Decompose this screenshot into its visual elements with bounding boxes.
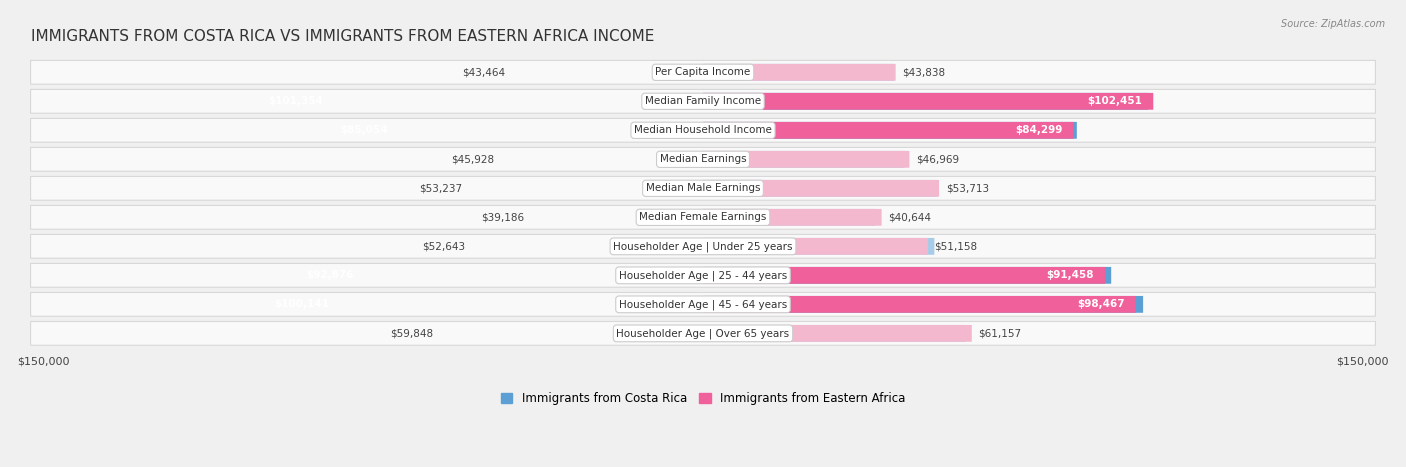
Legend: Immigrants from Costa Rica, Immigrants from Eastern Africa: Immigrants from Costa Rica, Immigrants f…	[496, 388, 910, 410]
FancyBboxPatch shape	[31, 177, 1375, 200]
FancyBboxPatch shape	[703, 325, 966, 342]
FancyBboxPatch shape	[703, 93, 1153, 110]
Text: Median Earnings: Median Earnings	[659, 154, 747, 164]
FancyBboxPatch shape	[703, 151, 910, 168]
FancyBboxPatch shape	[703, 325, 972, 342]
Text: Per Capita Income: Per Capita Income	[655, 67, 751, 78]
Text: IMMIGRANTS FROM COSTA RICA VS IMMIGRANTS FROM EASTERN AFRICA INCOME: IMMIGRANTS FROM COSTA RICA VS IMMIGRANTS…	[31, 29, 654, 44]
FancyBboxPatch shape	[703, 238, 928, 255]
FancyBboxPatch shape	[31, 148, 1375, 171]
FancyBboxPatch shape	[703, 122, 1074, 139]
Text: Median Family Income: Median Family Income	[645, 96, 761, 106]
FancyBboxPatch shape	[703, 64, 894, 81]
FancyBboxPatch shape	[703, 238, 935, 255]
FancyBboxPatch shape	[703, 209, 882, 226]
FancyBboxPatch shape	[31, 205, 1375, 229]
Text: $100,141: $100,141	[274, 299, 329, 309]
Text: Householder Age | 25 - 44 years: Householder Age | 25 - 44 years	[619, 270, 787, 281]
Text: $46,969: $46,969	[917, 154, 959, 164]
Text: $53,713: $53,713	[946, 184, 988, 193]
Text: Median Male Earnings: Median Male Earnings	[645, 184, 761, 193]
Text: Source: ZipAtlas.com: Source: ZipAtlas.com	[1281, 19, 1385, 28]
Text: $51,158: $51,158	[935, 241, 977, 251]
FancyBboxPatch shape	[31, 292, 1375, 316]
Text: $85,054: $85,054	[340, 125, 388, 135]
Text: $39,186: $39,186	[481, 212, 524, 222]
Text: $101,354: $101,354	[269, 96, 323, 106]
FancyBboxPatch shape	[31, 60, 1375, 84]
FancyBboxPatch shape	[703, 122, 1077, 139]
Text: Householder Age | Under 25 years: Householder Age | Under 25 years	[613, 241, 793, 252]
Text: $43,838: $43,838	[903, 67, 945, 78]
FancyBboxPatch shape	[703, 296, 1143, 313]
FancyBboxPatch shape	[703, 296, 1136, 313]
Text: Median Household Income: Median Household Income	[634, 125, 772, 135]
FancyBboxPatch shape	[31, 263, 1375, 287]
FancyBboxPatch shape	[31, 89, 1375, 113]
FancyBboxPatch shape	[703, 93, 1149, 110]
Text: Householder Age | 45 - 64 years: Householder Age | 45 - 64 years	[619, 299, 787, 310]
Text: Householder Age | Over 65 years: Householder Age | Over 65 years	[616, 328, 790, 339]
Text: $91,458: $91,458	[1046, 270, 1094, 280]
FancyBboxPatch shape	[703, 151, 905, 168]
FancyBboxPatch shape	[31, 321, 1375, 345]
Text: $53,237: $53,237	[419, 184, 463, 193]
Text: $43,464: $43,464	[463, 67, 505, 78]
FancyBboxPatch shape	[703, 180, 936, 197]
FancyBboxPatch shape	[31, 119, 1375, 142]
Text: $59,848: $59,848	[391, 328, 433, 339]
FancyBboxPatch shape	[703, 267, 1111, 284]
Text: $92,876: $92,876	[305, 270, 353, 280]
Text: Median Female Earnings: Median Female Earnings	[640, 212, 766, 222]
FancyBboxPatch shape	[31, 234, 1375, 258]
FancyBboxPatch shape	[703, 267, 1105, 284]
Text: $98,467: $98,467	[1077, 299, 1125, 309]
Text: $61,157: $61,157	[979, 328, 1022, 339]
Text: $40,644: $40,644	[889, 212, 931, 222]
FancyBboxPatch shape	[703, 209, 875, 226]
Text: $52,643: $52,643	[422, 241, 465, 251]
Text: $45,928: $45,928	[451, 154, 495, 164]
Text: $102,451: $102,451	[1087, 96, 1142, 106]
FancyBboxPatch shape	[703, 180, 939, 197]
FancyBboxPatch shape	[703, 64, 896, 81]
Text: $84,299: $84,299	[1015, 125, 1063, 135]
